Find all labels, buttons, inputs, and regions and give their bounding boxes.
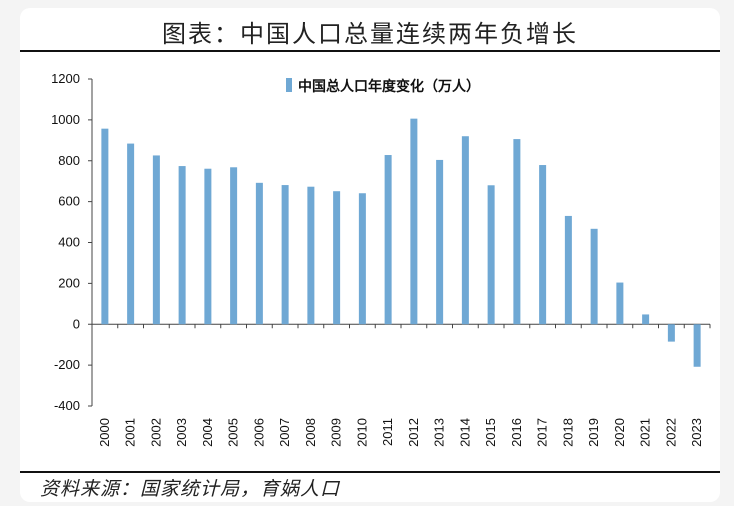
bar-2012 (410, 118, 418, 325)
bar-2011 (384, 155, 392, 325)
y-tick-label: 1000 (51, 112, 80, 127)
bar-2021 (642, 314, 650, 325)
y-axis-ticks: 1200 1000 800 600 400 200 0 -200 -400 (51, 71, 92, 413)
y-tick-label: 600 (58, 194, 80, 209)
x-tick-label-2012: 2012 (406, 418, 421, 447)
bar-2010 (358, 193, 366, 325)
chart-bars (101, 118, 701, 367)
x-tick-label-2002: 2002 (148, 418, 163, 447)
x-tick-label-2001: 2001 (123, 418, 138, 447)
y-tick-label: 1200 (51, 71, 80, 86)
title-divider (20, 50, 720, 52)
x-tick-label-2009: 2009 (329, 418, 344, 447)
bar-2005 (230, 167, 238, 325)
source-note: 资料来源：国家统计局，育娲人口 (40, 478, 341, 500)
bar-2006 (255, 182, 263, 325)
x-tick-label-2023: 2023 (689, 418, 704, 447)
chart-card: 图表：中国人口总量连续两年负增长 1200 1000 800 600 400 200 0 -2… (20, 8, 720, 502)
x-axis-ticks: 2000 2001 2002 2003 2004 2005 2006 2007 2008 2009… (97, 324, 711, 447)
bar-2002 (152, 155, 160, 325)
bar-2007 (281, 185, 289, 325)
y-tick-label: -200 (54, 357, 80, 372)
y-tick-label: 0 (73, 316, 80, 331)
bar-2000 (101, 128, 109, 325)
x-tick-label-2008: 2008 (303, 418, 318, 447)
bar-2020 (616, 282, 624, 325)
x-tick-label-2005: 2005 (226, 418, 241, 447)
bar-2016 (513, 139, 521, 325)
x-tick-label-2000: 2000 (97, 418, 112, 447)
bar-2023 (693, 324, 701, 367)
x-tick-label-2018: 2018 (560, 418, 575, 447)
y-tick-label: -400 (54, 398, 80, 413)
legend-swatch (286, 78, 292, 92)
y-tick-label: 200 (58, 275, 80, 290)
x-tick-label-2004: 2004 (200, 418, 215, 447)
x-tick-label-2022: 2022 (663, 418, 678, 447)
y-tick-label: 400 (58, 235, 80, 250)
bar-2014 (461, 136, 469, 325)
bar-2022 (667, 324, 675, 342)
page-title: 图表：中国人口总量连续两年负增长 (162, 20, 578, 48)
legend-label: 中国总人口年度变化（万人） (298, 78, 480, 95)
x-tick-label-2010: 2010 (354, 418, 369, 447)
x-tick-label-2013: 2013 (432, 418, 447, 447)
bar-2018 (564, 215, 572, 325)
y-tick-label: 800 (58, 153, 80, 168)
x-tick-label-2011: 2011 (380, 418, 395, 446)
x-tick-label-2017: 2017 (535, 418, 550, 447)
footer-divider (20, 471, 720, 473)
x-tick-label-2020: 2020 (612, 418, 627, 447)
bar-2019 (590, 228, 598, 325)
x-tick-label-2003: 2003 (174, 418, 189, 447)
bar-2017 (539, 165, 547, 325)
bar-2009 (333, 191, 341, 325)
bar-2003 (178, 166, 186, 325)
x-tick-label-2014: 2014 (457, 418, 472, 447)
x-tick-label-2006: 2006 (251, 418, 266, 447)
chart-legend: 中国总人口年度变化（万人） (286, 78, 480, 95)
x-tick-label-2016: 2016 (509, 418, 524, 447)
bar-2013 (436, 159, 444, 325)
x-tick-label-2007: 2007 (277, 418, 292, 447)
x-tick-label-2019: 2019 (586, 418, 601, 447)
bar-2015 (487, 185, 495, 325)
x-tick-label-2021: 2021 (638, 418, 653, 447)
x-tick-label-2015: 2015 (483, 418, 498, 447)
bar-2008 (307, 186, 315, 325)
bar-2001 (127, 143, 135, 325)
bar-2004 (204, 168, 212, 325)
